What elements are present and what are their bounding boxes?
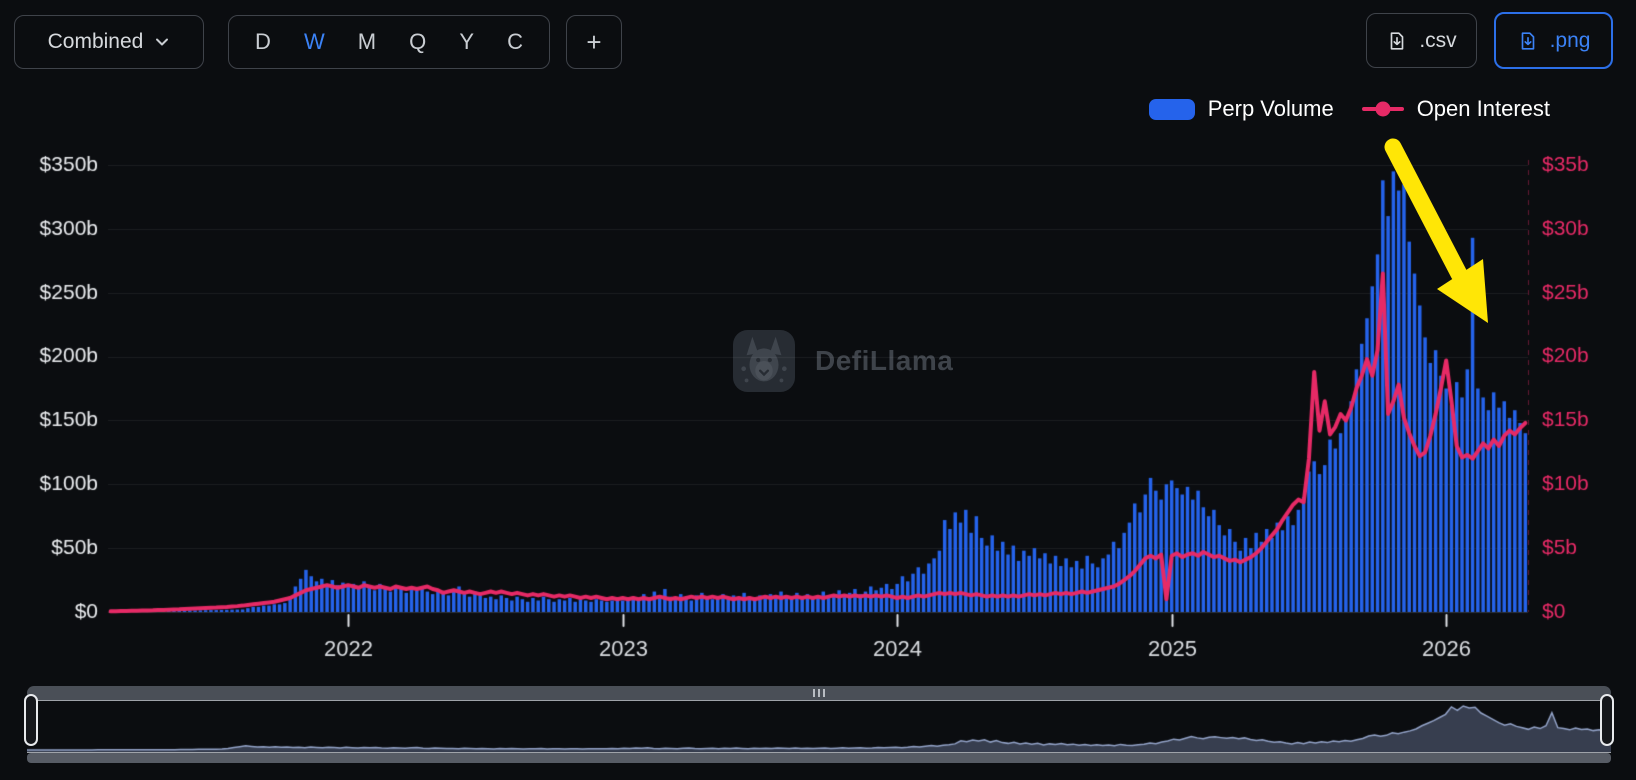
main-chart-canvas[interactable] <box>0 0 1636 660</box>
drag-grip-icon <box>813 689 815 697</box>
drag-grip-icon <box>818 689 820 697</box>
drag-grip-icon <box>823 689 825 697</box>
navigator-scrollbar-top[interactable] <box>27 686 1611 700</box>
navigator-window[interactable] <box>27 700 1611 753</box>
navigator-area-canvas[interactable] <box>27 701 1611 752</box>
navigator-scrollbar-bottom[interactable] <box>27 753 1611 763</box>
navigator-right-handle[interactable] <box>1600 694 1614 746</box>
navigator-left-handle[interactable] <box>24 694 38 746</box>
